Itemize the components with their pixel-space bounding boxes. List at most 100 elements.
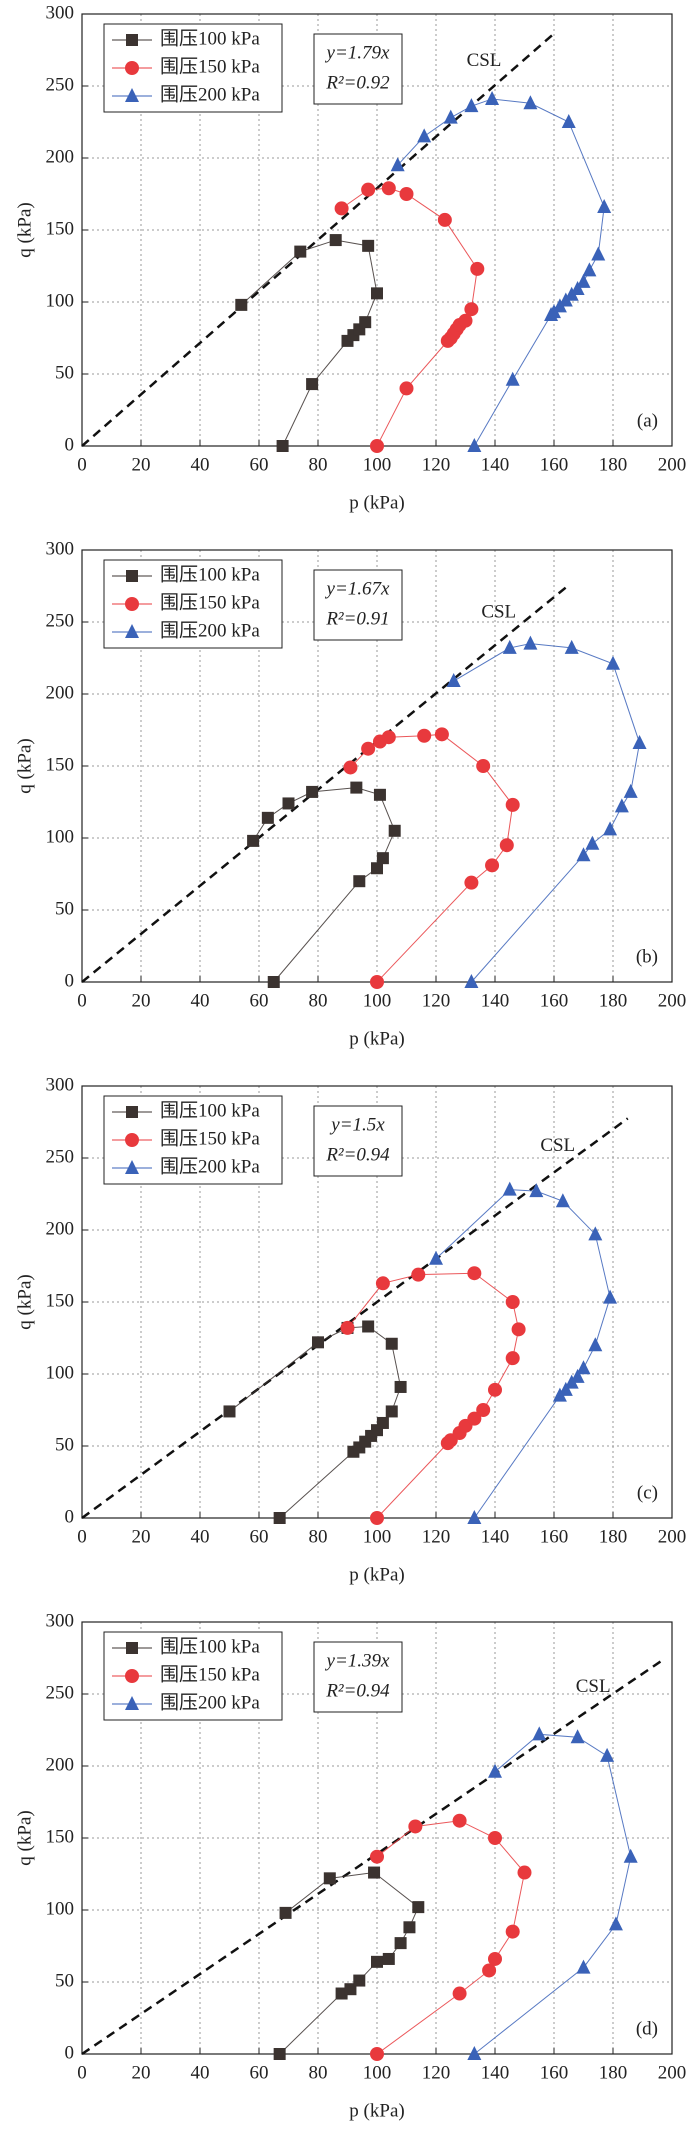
equation: y=1.39x (325, 1650, 391, 1671)
legend-label: 围压200 kPa (160, 1156, 260, 1177)
marker (429, 1250, 443, 1265)
y-axis-label: q (kPa) (14, 202, 35, 257)
y-tick-label: 100 (46, 1362, 75, 1383)
csl-label: CSL (467, 50, 502, 71)
marker (334, 201, 349, 216)
y-tick-label: 0 (65, 434, 75, 455)
marker (505, 371, 520, 386)
marker (417, 128, 432, 143)
marker (488, 1831, 502, 1845)
r-squared: R²=0.94 (325, 1680, 390, 1701)
legend-label: 围压100 kPa (160, 1100, 260, 1121)
marker (267, 976, 280, 988)
marker (370, 1849, 384, 1864)
x-tick-label: 140 (481, 2062, 510, 2083)
x-tick-label: 60 (250, 990, 269, 1011)
marker (467, 2046, 482, 2060)
x-tick-label: 140 (481, 990, 510, 1011)
marker (394, 1937, 407, 1950)
marker (312, 1336, 324, 1349)
marker (353, 875, 366, 888)
x-tick-label: 100 (363, 454, 392, 475)
marker (467, 1510, 482, 1524)
marker (359, 316, 372, 329)
x-tick-label: 140 (481, 454, 510, 475)
x-tick-label: 120 (422, 454, 451, 475)
marker (446, 673, 461, 688)
marker (511, 1322, 526, 1337)
x-tick-label: 80 (309, 1526, 328, 1547)
y-tick-label: 0 (65, 1506, 75, 1527)
x-tick-label: 100 (363, 2062, 392, 2083)
marker (608, 1916, 623, 1931)
marker (576, 1959, 591, 1974)
x-tick-label: 0 (77, 990, 87, 1011)
marker (361, 741, 376, 756)
legend-marker (125, 1160, 139, 1174)
marker (476, 759, 491, 773)
y-tick-label: 250 (46, 1146, 75, 1167)
marker (532, 1726, 547, 1741)
marker (399, 381, 414, 396)
x-tick-label: 20 (132, 2062, 151, 2083)
marker (464, 302, 479, 317)
marker (370, 1511, 384, 1525)
x-tick-label: 200 (658, 1526, 687, 1547)
legend-label: 围压150 kPa (160, 592, 260, 613)
y-tick-label: 300 (46, 2, 75, 23)
marker (502, 1181, 517, 1196)
legend-label: 围压200 kPa (160, 620, 260, 641)
x-tick-label: 20 (132, 990, 151, 1011)
marker (505, 1924, 520, 1939)
equation: y=1.79x (325, 42, 391, 63)
marker (464, 98, 479, 113)
marker (623, 1848, 638, 1863)
y-tick-label: 0 (65, 2042, 75, 2063)
x-tick-label: 180 (599, 454, 628, 475)
x-tick-label: 200 (658, 454, 687, 475)
marker (570, 281, 585, 296)
x-tick-label: 0 (77, 454, 87, 475)
x-axis-label: p (kPa) (349, 1564, 404, 1585)
x-tick-label: 40 (191, 454, 210, 475)
marker (467, 1411, 482, 1426)
y-tick-label: 100 (46, 826, 75, 847)
legend-label: 围压200 kPa (160, 84, 260, 105)
panel-label: (a) (637, 410, 658, 431)
marker (371, 862, 383, 875)
marker (362, 1320, 375, 1333)
marker (370, 975, 384, 989)
marker (434, 727, 449, 742)
marker (485, 858, 500, 873)
y-tick-label: 300 (46, 1074, 75, 1095)
marker (458, 313, 473, 328)
x-axis-label: p (kPa) (349, 1028, 404, 1049)
marker (488, 1382, 502, 1397)
legend-marker (125, 624, 139, 638)
marker (371, 287, 383, 300)
panel-label: (c) (637, 1482, 658, 1503)
marker (381, 181, 396, 196)
x-tick-label: 100 (363, 990, 392, 1011)
x-tick-label: 120 (422, 990, 451, 1011)
marker (294, 245, 307, 258)
y-tick-label: 300 (46, 1610, 75, 1631)
y-tick-label: 250 (46, 1682, 75, 1703)
legend-marker (125, 1696, 139, 1710)
r-squared: R²=0.94 (325, 1144, 390, 1165)
legend-marker (125, 61, 139, 75)
x-tick-label: 40 (191, 1526, 210, 1547)
marker (603, 1289, 618, 1304)
x-tick-label: 120 (422, 1526, 451, 1547)
x-tick-label: 40 (191, 2062, 210, 2083)
y-axis-label: q (kPa) (14, 1274, 35, 1329)
legend-marker (125, 1133, 139, 1147)
x-tick-label: 80 (309, 990, 328, 1011)
marker (350, 781, 363, 794)
marker (306, 785, 319, 798)
x-tick-label: 180 (599, 1526, 628, 1547)
marker (279, 1906, 292, 1919)
equation-box (313, 1641, 403, 1713)
marker (561, 114, 576, 128)
